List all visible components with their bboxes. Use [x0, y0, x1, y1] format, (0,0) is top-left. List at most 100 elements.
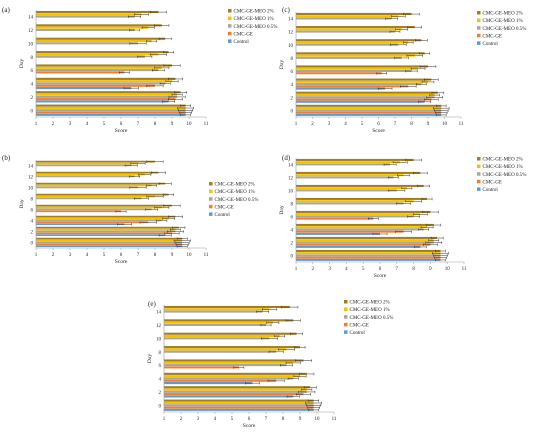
bar	[296, 202, 404, 205]
bar	[164, 348, 287, 351]
y-tick-label: 6	[31, 69, 34, 74]
legend-swatch	[477, 179, 481, 184]
bar	[36, 66, 162, 69]
y-tick-label: 2	[31, 231, 34, 236]
bar	[296, 72, 382, 75]
y-tick-label: 10	[288, 190, 294, 195]
legend-label: CMC-GE	[483, 180, 502, 185]
y-tick-label: 10	[156, 337, 162, 342]
bar	[36, 223, 125, 226]
legend-swatch	[228, 31, 232, 36]
bar	[164, 408, 314, 411]
y-tick-label: 14	[28, 16, 34, 21]
legend-label: CMC-GE-MEO 1%	[234, 17, 274, 22]
x-tick-label: 4	[344, 122, 347, 127]
bar	[164, 334, 280, 338]
bar	[164, 395, 294, 398]
bar	[296, 189, 397, 192]
bar	[164, 361, 294, 364]
bar	[36, 182, 166, 185]
bar	[296, 187, 407, 190]
bar	[36, 53, 159, 56]
bar	[164, 332, 297, 335]
bar	[36, 39, 152, 43]
bar	[36, 91, 181, 94]
y-tick-label: 14	[156, 311, 162, 316]
bar	[36, 109, 186, 112]
bar	[296, 245, 421, 248]
bar	[296, 65, 428, 68]
x-tick-label: 2	[52, 253, 55, 258]
y-tick-label: 0	[291, 255, 294, 260]
bar	[36, 241, 183, 244]
legend-label: CMC-GE-MEO 0.5%	[215, 198, 259, 203]
x-tick-label: 3	[328, 122, 331, 127]
legend-label: CMC-GE-MEO 0.5%	[483, 27, 527, 32]
bar	[164, 305, 290, 309]
x-tick-label: 3	[197, 417, 200, 422]
bar	[36, 82, 166, 85]
bar	[296, 41, 409, 44]
bar	[164, 401, 314, 404]
x-tick-label: 8	[282, 417, 285, 422]
panel-label: (d)	[282, 154, 291, 162]
y-axis-label: Day	[279, 205, 285, 214]
bar	[164, 308, 270, 311]
legend-label: CMC-GE	[215, 205, 234, 210]
x-tick-label: 4	[86, 253, 89, 258]
legend-swatch	[228, 39, 232, 43]
bar	[36, 221, 149, 224]
legend-label: CMC-GE-MEO 2%	[483, 12, 523, 17]
bar	[296, 239, 434, 242]
y-tick-label: 6	[159, 364, 162, 369]
bar	[296, 104, 442, 107]
x-tick-label: 7	[394, 122, 397, 127]
bar	[296, 96, 435, 99]
bar	[296, 111, 442, 114]
x-tick-label: 10	[315, 417, 321, 422]
bar	[164, 359, 304, 362]
legend-label: Control	[350, 331, 366, 336]
legend-swatch	[477, 164, 481, 169]
x-tick-label: 2	[180, 417, 183, 422]
y-tick-label: 8	[31, 56, 34, 61]
x-tick-label: 5	[231, 417, 234, 422]
legend-label: CMC-GE-MEO 2%	[350, 301, 390, 306]
bar	[296, 93, 435, 96]
x-tick-label: 3	[69, 253, 72, 258]
x-tick-label: 7	[396, 267, 399, 272]
x-tick-label: 4	[214, 417, 217, 422]
bar	[164, 366, 239, 369]
y-tick-label: 12	[156, 324, 162, 329]
x-tick-label: 8	[154, 122, 157, 127]
y-tick-label: 12	[288, 31, 294, 36]
bar	[296, 236, 438, 239]
y-tick-label: 14	[288, 164, 294, 169]
bar	[164, 321, 273, 324]
y-tick-label: 4	[159, 378, 162, 383]
bar	[296, 30, 395, 33]
bar	[296, 107, 442, 110]
bar	[296, 163, 391, 166]
bar	[296, 161, 401, 164]
bar	[36, 24, 162, 27]
bar	[296, 217, 374, 220]
legend-label: CMC-GE-MEO 1%	[483, 165, 523, 170]
y-tick-label: 14	[288, 18, 294, 23]
bar	[164, 388, 307, 391]
legend-label: CMC-GE	[483, 34, 502, 39]
bar	[296, 158, 414, 161]
x-tick-label: 2	[311, 122, 314, 127]
bar	[296, 232, 380, 235]
y-tick-label: 10	[28, 42, 34, 47]
bar	[164, 364, 287, 367]
bar	[296, 174, 404, 177]
legend-swatch	[228, 24, 232, 28]
x-tick-label: 8	[154, 253, 157, 258]
y-tick-label: 12	[28, 176, 34, 181]
y-tick-label: 8	[159, 351, 162, 356]
y-tick-label: 2	[159, 391, 162, 396]
bar	[296, 43, 399, 46]
bar	[164, 393, 304, 396]
